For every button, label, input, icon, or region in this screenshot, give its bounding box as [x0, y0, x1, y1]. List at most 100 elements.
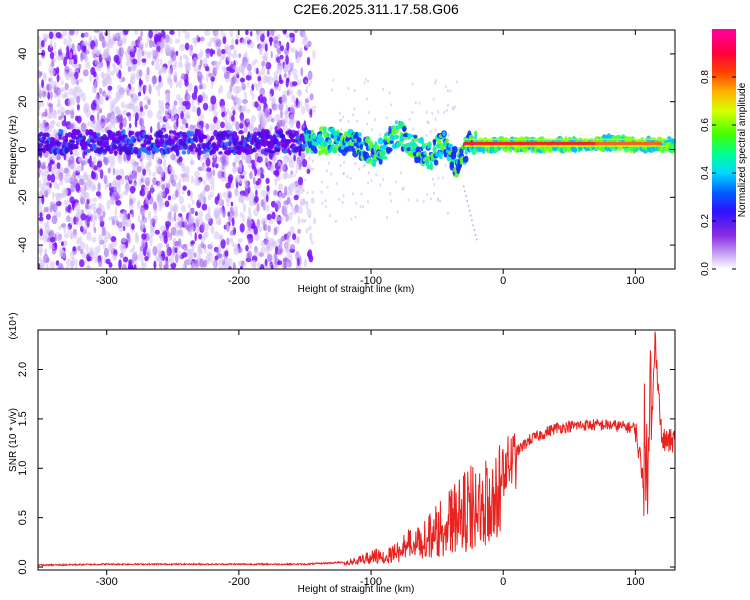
noise-cell: [141, 210, 145, 218]
noise-cell: [142, 243, 146, 250]
noise-cell: [140, 30, 143, 37]
noise-cell: [127, 89, 131, 97]
noise-cell: [168, 126, 172, 132]
noise-cell: [278, 102, 284, 111]
colorbar-tick-label: 0.8: [700, 70, 711, 84]
noise-cell: [51, 215, 58, 225]
ridge-edge: [463, 145, 669, 147]
noise-cell: [256, 262, 262, 268]
noise-cell: [265, 236, 271, 244]
noise-cell: [166, 243, 170, 249]
noise-cell: [277, 260, 283, 266]
noise-cell: [43, 206, 49, 213]
noise-cell: [360, 192, 363, 196]
noise-cell: [266, 69, 270, 75]
noise-cell: [292, 233, 297, 241]
y-tick-label: 0.0: [17, 559, 29, 574]
noise-cell: [191, 175, 194, 184]
noise-cell: [307, 70, 313, 81]
ridge-cell: [213, 129, 219, 137]
ridge-cell: [201, 134, 208, 139]
noise-cell: [153, 260, 157, 269]
noise-cell: [38, 103, 41, 109]
noise-cell: [157, 181, 163, 188]
noise-cell: [224, 125, 230, 132]
noise-cell: [63, 91, 69, 98]
noise-cell: [232, 161, 236, 167]
noise-cell: [234, 205, 238, 213]
ridge-cell: [433, 159, 439, 166]
noise-cell: [422, 199, 425, 204]
noise-cell: [190, 215, 194, 222]
ridge-cell: [195, 137, 199, 143]
noise-cell: [308, 156, 311, 160]
noise-cell: [220, 30, 224, 37]
noise-cell: [173, 59, 177, 68]
noise-cell: [261, 112, 266, 121]
noise-cell: [148, 39, 153, 49]
noise-cell: [53, 51, 57, 56]
noise-cell: [300, 67, 304, 77]
noise-cell: [51, 58, 54, 68]
noise-cell: [108, 39, 114, 49]
noise-cell: [273, 227, 278, 236]
noise-cell: [80, 213, 87, 221]
noise-cell: [221, 153, 227, 163]
ridge-cell: [96, 132, 101, 137]
noise-cell: [334, 219, 337, 223]
noise-cell: [129, 185, 136, 194]
noise-cell: [407, 198, 410, 202]
noise-cell: [169, 30, 175, 35]
noise-cell: [96, 207, 102, 215]
spectrogram-y-axis-label: Frequency (Hz): [8, 116, 19, 185]
noise-cell: [449, 89, 452, 93]
noise-cell: [310, 197, 315, 204]
noise-cell: [231, 225, 235, 231]
noise-cell: [342, 171, 345, 176]
noise-cell: [202, 153, 208, 161]
noise-cell: [243, 91, 248, 99]
noise-cell: [150, 218, 156, 226]
noise-cell: [267, 253, 273, 263]
noise-cell: [143, 228, 146, 233]
noise-cell: [278, 216, 284, 222]
noise-cell: [238, 194, 245, 203]
ridge-cell: [410, 134, 415, 138]
noise-cell: [175, 253, 179, 264]
noise-cell: [276, 119, 283, 127]
noise-cell: [284, 185, 288, 196]
ridge-cell: [419, 136, 424, 144]
noise-cell: [215, 163, 219, 169]
noise-cell: [160, 225, 166, 233]
noise-cell: [58, 263, 64, 269]
noise-cell: [74, 258, 78, 269]
noise-cell: [212, 123, 216, 131]
noise-cell: [267, 75, 273, 85]
noise-cell: [305, 90, 308, 94]
noise-cell: [67, 226, 70, 235]
noise-cell: [308, 215, 311, 219]
noise-cell: [63, 199, 70, 206]
noise-cell: [298, 184, 304, 195]
noise-cell: [308, 225, 312, 231]
noise-cell: [366, 122, 368, 126]
ridge-cell: [269, 150, 276, 154]
noise-cell: [93, 255, 99, 263]
noise-cell: [57, 235, 62, 243]
noise-cell: [150, 126, 153, 134]
noise-cell: [249, 40, 255, 49]
noise-cell: [412, 127, 415, 131]
noise-cell: [311, 159, 314, 163]
noise-cell: [280, 109, 283, 119]
noise-cell: [327, 161, 330, 165]
noise-cell: [363, 81, 366, 85]
noise-cell: [191, 199, 195, 205]
noise-cell: [178, 178, 182, 188]
noise-cell: [188, 203, 191, 209]
noise-cell: [134, 117, 138, 128]
noise-cell: [308, 254, 314, 263]
noise-cell: [374, 118, 377, 122]
noise-cell: [73, 164, 77, 175]
noise-cell: [56, 197, 59, 203]
noise-cell: [39, 187, 46, 197]
